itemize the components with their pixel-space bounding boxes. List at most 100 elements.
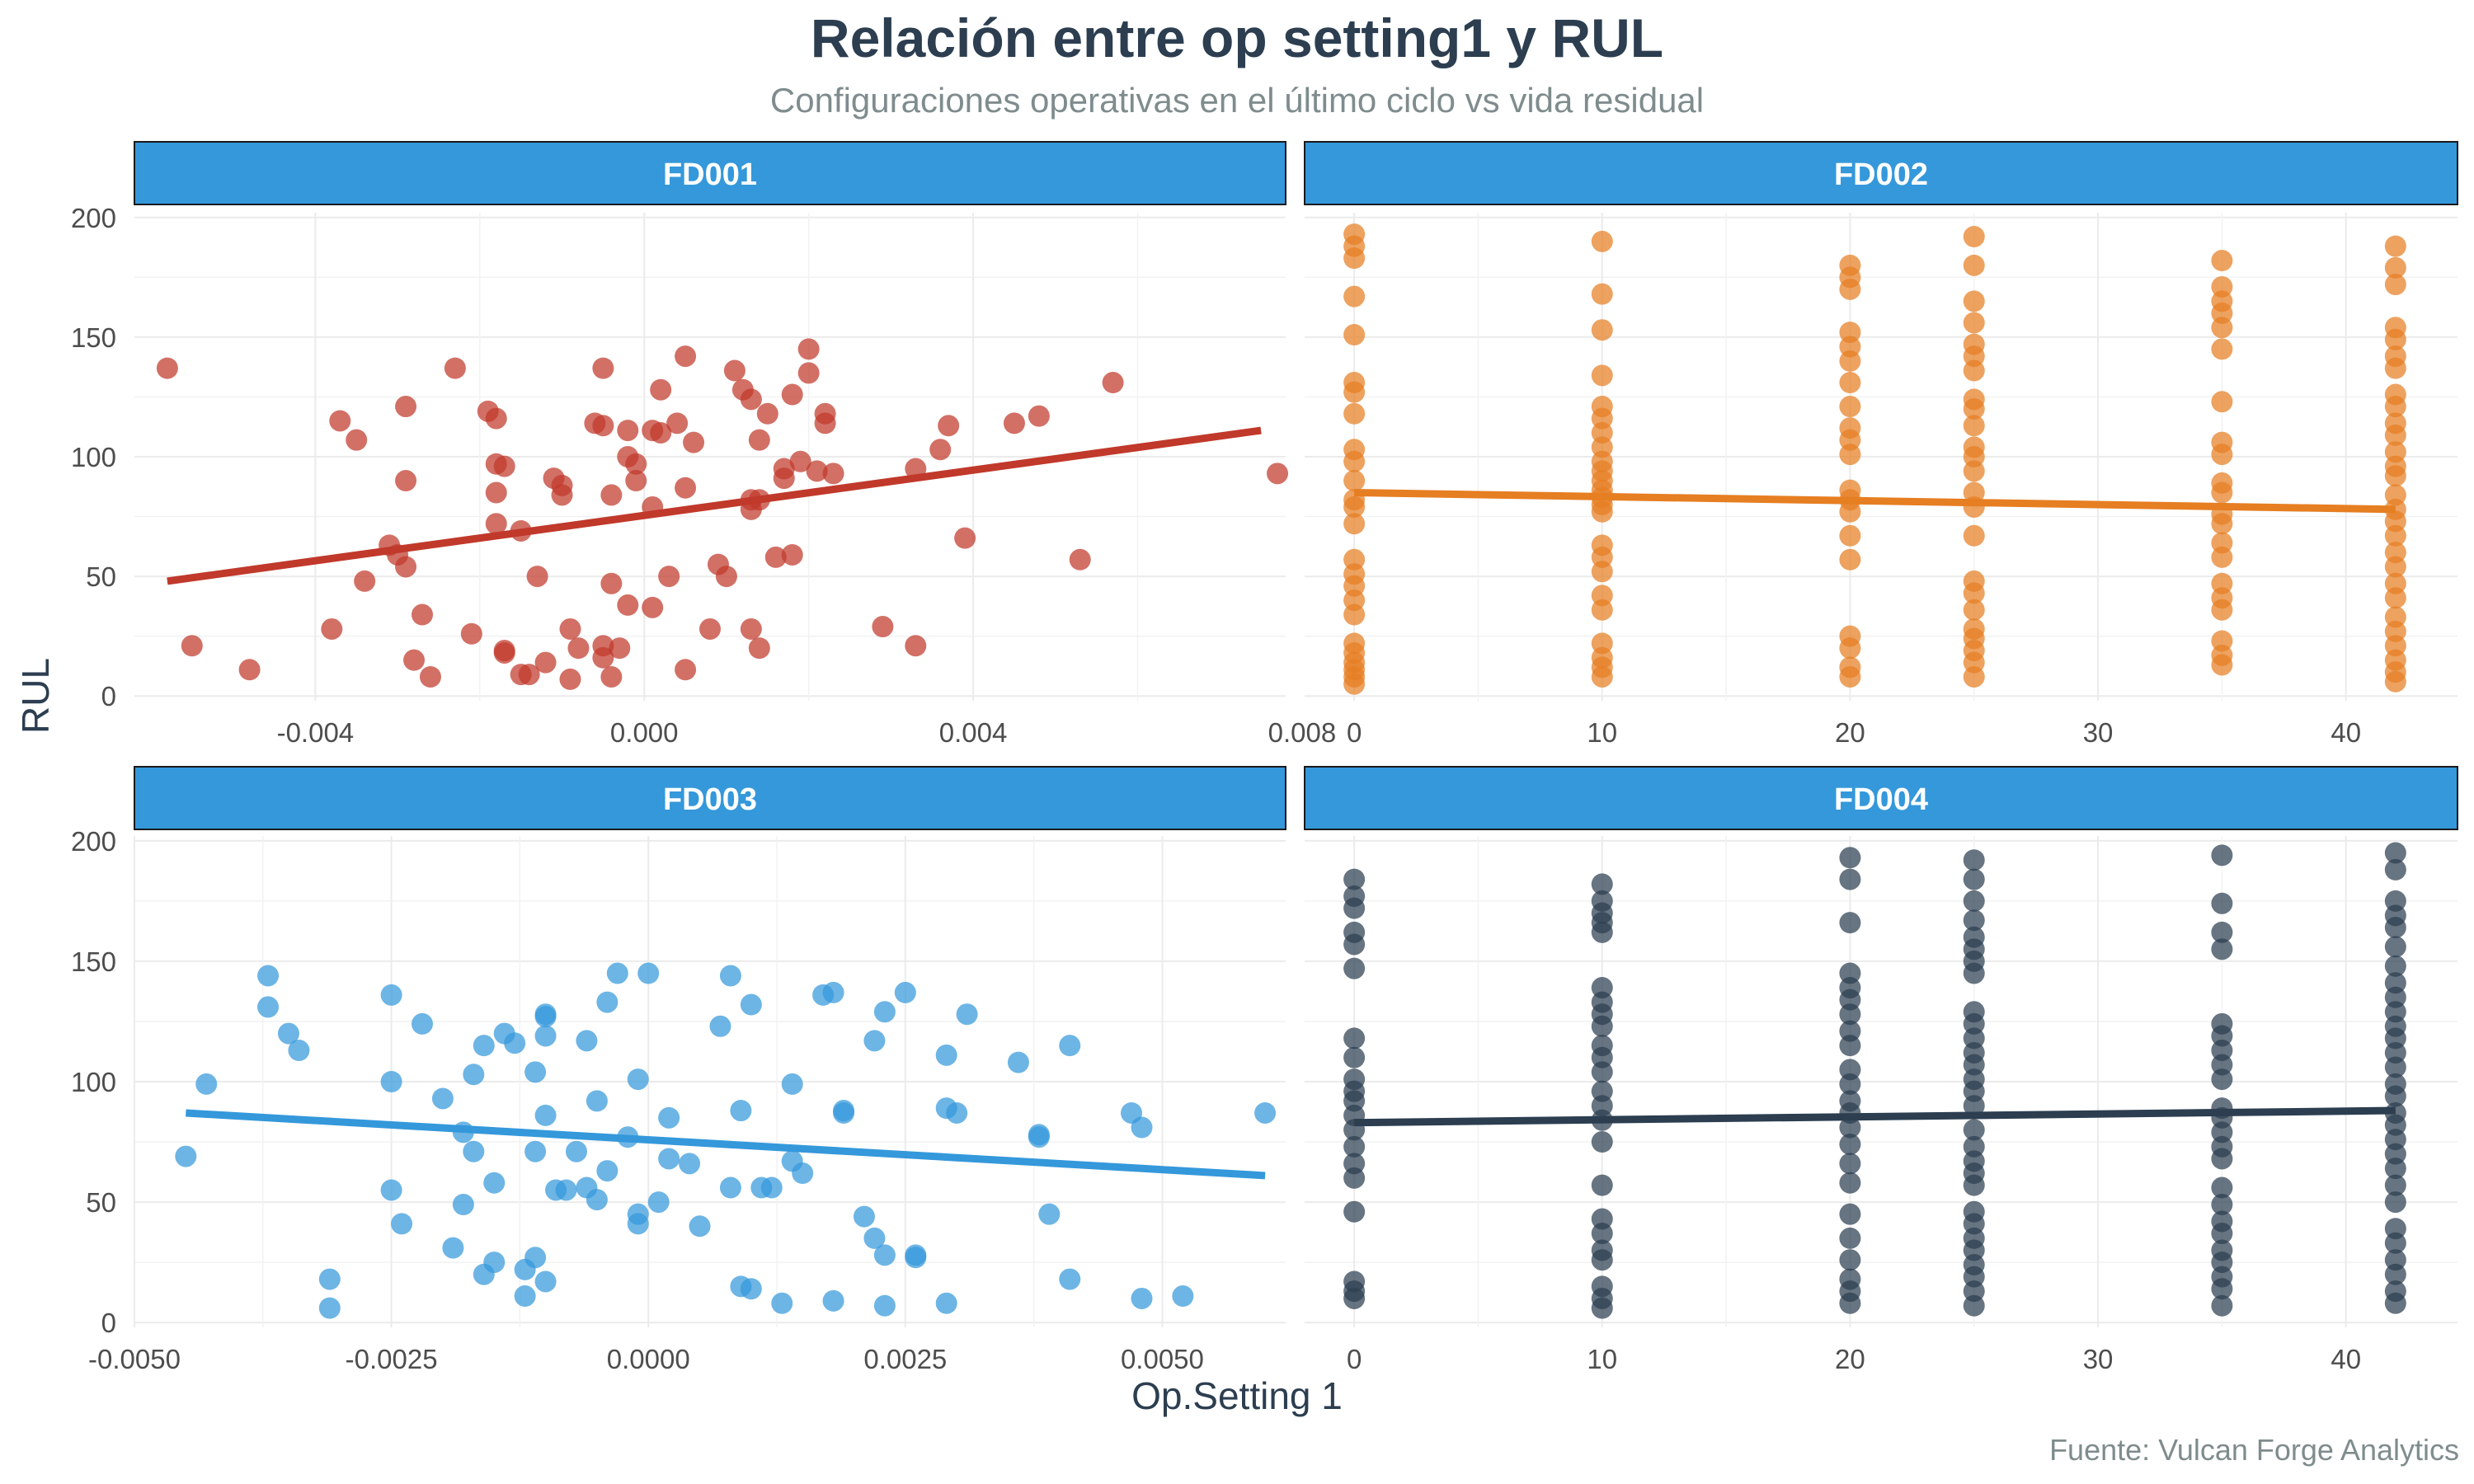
data-point <box>2384 396 2406 418</box>
data-point <box>1963 359 1985 382</box>
facet-panel-fd002: FD002 0 10 20 30 40 <box>1304 141 2458 748</box>
data-point <box>2384 465 2406 487</box>
data-point <box>2384 1056 2406 1078</box>
data-point <box>1839 500 1861 523</box>
data-point <box>905 635 927 657</box>
data-point <box>534 1104 557 1126</box>
data-point <box>2211 391 2233 413</box>
data-point <box>2384 858 2406 881</box>
facet-strip <box>134 141 1286 205</box>
data-point <box>1963 909 1985 932</box>
data-point <box>403 649 426 671</box>
data-point <box>412 603 433 626</box>
data-point <box>1839 1116 1861 1139</box>
data-point <box>2384 670 2406 693</box>
data-point <box>534 1270 557 1293</box>
data-point <box>1343 402 1366 425</box>
data-point <box>1963 1174 1985 1196</box>
data-point <box>596 1160 618 1182</box>
data-point <box>1839 444 1861 466</box>
data-point <box>518 664 540 686</box>
data-point <box>764 546 787 568</box>
data-point <box>2211 338 2233 360</box>
data-point <box>1839 548 1861 571</box>
facet-strip-label: FD003 <box>663 782 757 817</box>
data-point <box>863 1030 886 1052</box>
data-point <box>1343 285 1366 308</box>
data-point <box>2211 599 2233 621</box>
data-point <box>873 1244 896 1266</box>
data-point <box>559 618 581 640</box>
data-point <box>1591 1174 1613 1196</box>
data-point <box>1591 1297 1613 1319</box>
data-point <box>395 396 417 418</box>
x-tick-label: -0.0050 <box>88 1344 181 1374</box>
data-point <box>592 646 614 669</box>
data-point <box>1591 921 1613 943</box>
data-point <box>1343 1135 1366 1158</box>
data-point <box>1343 1287 1366 1309</box>
facet-strip <box>134 766 1286 830</box>
data-point <box>2384 235 2406 257</box>
trend-line <box>167 426 1262 585</box>
data-point <box>1963 290 1985 312</box>
data-point <box>346 429 368 451</box>
y-tick-label: 200 <box>71 826 116 857</box>
data-point <box>650 421 672 444</box>
facet-strip-label: FD004 <box>1834 782 1928 817</box>
data-point <box>600 572 623 594</box>
data-point <box>771 1292 793 1314</box>
data-point <box>1343 1046 1366 1068</box>
data-point <box>2211 1176 2233 1199</box>
x-tick-label: 20 <box>1835 717 1865 748</box>
data-point <box>463 1140 485 1162</box>
x-tick-label: 30 <box>2083 1344 2114 1374</box>
data-point <box>1839 1003 1861 1026</box>
data-point <box>1839 912 1861 934</box>
data-point <box>2384 256 2406 279</box>
data-point <box>2211 317 2233 339</box>
data-point <box>781 383 803 406</box>
data-point <box>1839 637 1861 660</box>
data-point <box>872 616 894 638</box>
data-point <box>534 651 557 674</box>
y-tick-label: 50 <box>86 1187 116 1218</box>
x-tick-label: 0.0050 <box>1121 1344 1204 1374</box>
data-point <box>329 410 351 432</box>
data-point <box>781 543 803 566</box>
data-point <box>2384 1085 2406 1107</box>
data-point <box>938 415 960 437</box>
chart-caption: Fuente: Vulcan Forge Analytics <box>2049 1433 2459 1467</box>
data-point <box>2211 892 2233 914</box>
data-point <box>1172 1285 1194 1308</box>
data-point <box>1963 890 1985 912</box>
trend-line <box>186 1109 1266 1180</box>
data-point <box>485 513 507 535</box>
data-point <box>1254 1101 1277 1124</box>
data-point <box>524 1061 547 1083</box>
data-point <box>277 1022 299 1045</box>
data-point <box>689 1215 711 1237</box>
facet-strip-label: FD002 <box>1834 157 1928 192</box>
data-point <box>675 659 697 681</box>
data-point <box>723 359 745 382</box>
data-point <box>2384 524 2406 547</box>
data-point <box>1839 350 1861 372</box>
data-point <box>658 1148 680 1170</box>
data-point <box>2211 546 2233 568</box>
data-point <box>1839 1073 1861 1095</box>
data-point <box>797 362 820 384</box>
data-point <box>2384 936 2406 958</box>
data-point <box>1028 1126 1050 1148</box>
data-point <box>2384 1263 2406 1285</box>
facet-strip <box>1304 141 2458 205</box>
data-point <box>740 388 762 411</box>
data-point <box>2384 1174 2406 1196</box>
data-point <box>1839 1035 1861 1057</box>
data-point <box>1963 254 1985 276</box>
data-point <box>2211 1278 2233 1300</box>
data-point <box>2211 921 2233 943</box>
data-point <box>1343 247 1366 270</box>
facet-panel-fd001: FD001 0 50 100 150 200 -0.004 0.000 0.004 0.008 <box>71 141 1336 748</box>
